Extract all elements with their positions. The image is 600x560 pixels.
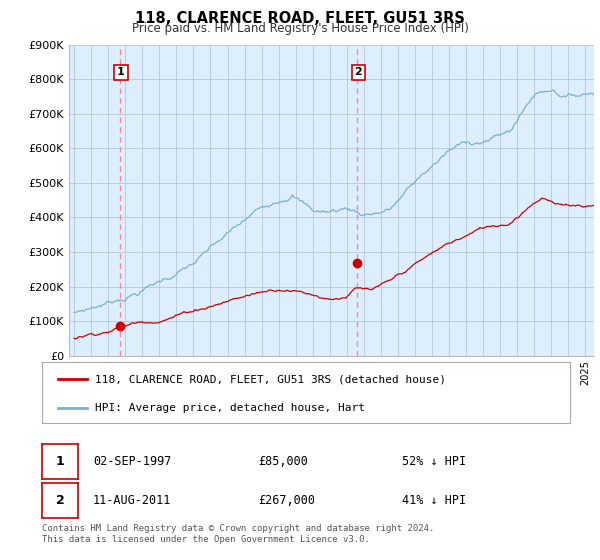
Text: This data is licensed under the Open Government Licence v3.0.: This data is licensed under the Open Gov… <box>42 534 370 544</box>
Text: 11-AUG-2011: 11-AUG-2011 <box>93 494 172 507</box>
Text: 52% ↓ HPI: 52% ↓ HPI <box>402 455 466 468</box>
Text: 1: 1 <box>117 67 125 77</box>
Text: 2: 2 <box>56 494 64 507</box>
Text: 118, CLARENCE ROAD, FLEET, GU51 3RS (detached house): 118, CLARENCE ROAD, FLEET, GU51 3RS (det… <box>95 374 446 384</box>
Text: 2: 2 <box>355 67 362 77</box>
Text: HPI: Average price, detached house, Hart: HPI: Average price, detached house, Hart <box>95 403 365 413</box>
Text: Price paid vs. HM Land Registry's House Price Index (HPI): Price paid vs. HM Land Registry's House … <box>131 22 469 35</box>
Text: £267,000: £267,000 <box>258 494 315 507</box>
Text: 02-SEP-1997: 02-SEP-1997 <box>93 455 172 468</box>
Text: Contains HM Land Registry data © Crown copyright and database right 2024.: Contains HM Land Registry data © Crown c… <box>42 524 434 533</box>
Text: 1: 1 <box>56 455 64 468</box>
Text: £85,000: £85,000 <box>258 455 308 468</box>
Text: 41% ↓ HPI: 41% ↓ HPI <box>402 494 466 507</box>
Text: 118, CLARENCE ROAD, FLEET, GU51 3RS: 118, CLARENCE ROAD, FLEET, GU51 3RS <box>135 11 465 26</box>
